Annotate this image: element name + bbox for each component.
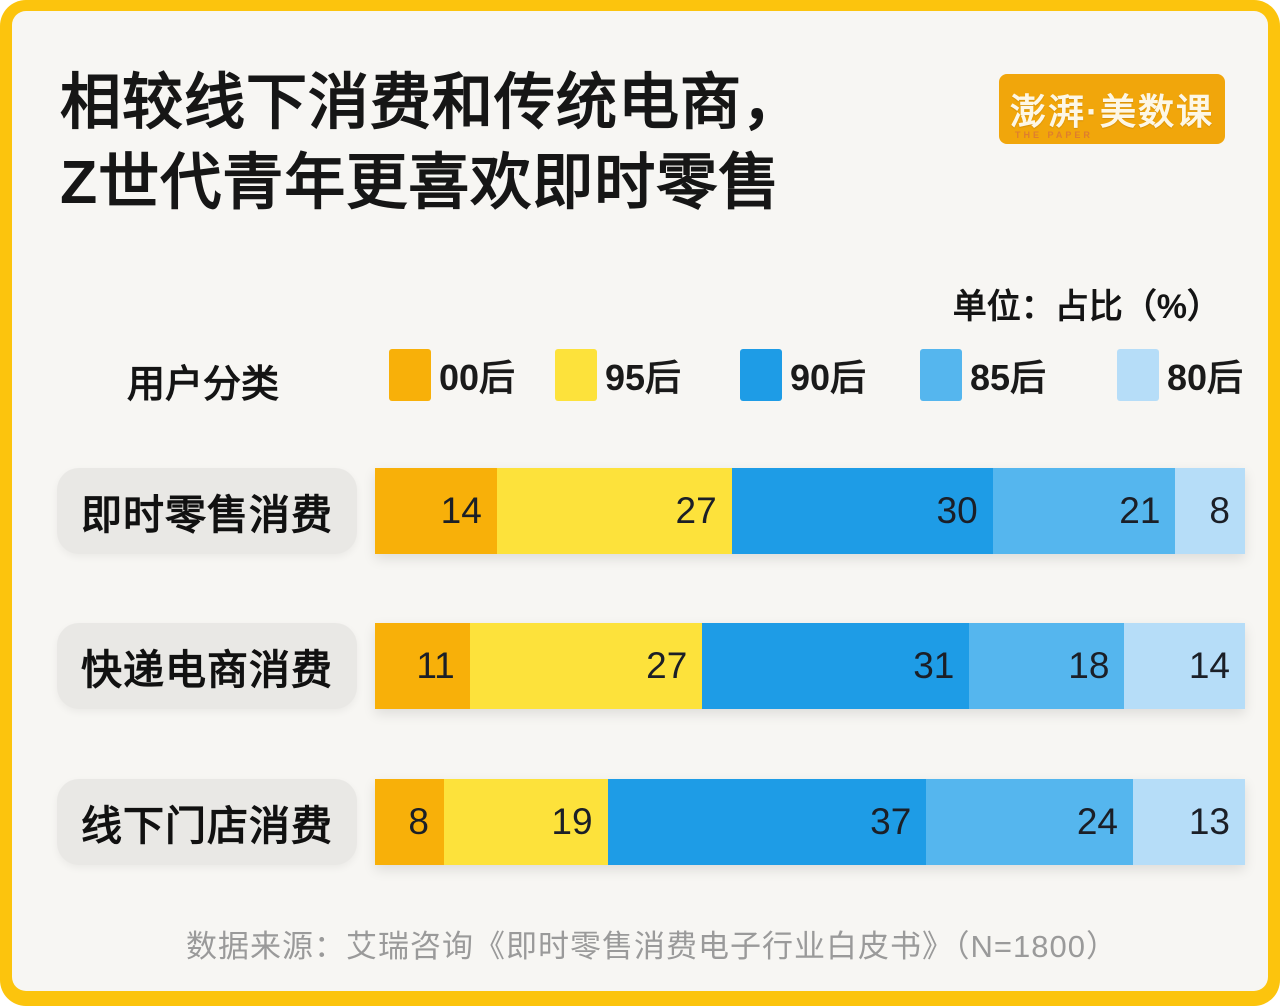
bar-segment-85后: 21 — [992, 468, 1176, 554]
bar-segment-95后: 27 — [496, 468, 732, 554]
bar-segment-95后: 19 — [443, 779, 608, 865]
bar-segment-80后: 13 — [1133, 779, 1245, 865]
chart-card: 相较线下消费和传统电商， Z世代青年更喜欢即时零售 澎湃·美数课 THE PAPE… — [12, 11, 1268, 991]
user-category-label: 用户分类 — [127, 364, 280, 406]
bar-segment-00后: 14 — [375, 468, 497, 554]
chart-row: 快递电商消费 11 27 31 18 14 — [12, 623, 1280, 709]
segment-value: 8 — [408, 801, 429, 842]
segment-value: 27 — [675, 490, 717, 531]
legend-label: 00后 — [439, 357, 516, 398]
bar-segment-00后: 8 — [375, 779, 444, 865]
data-source: 数据来源：艾瑞咨询《即时零售消费电子行业白皮书》（N=1800） — [186, 929, 1118, 964]
brand-logo-text: 澎湃·美数课 — [1010, 91, 1214, 132]
legend-swatch — [555, 349, 597, 401]
row-label: 快递电商消费 — [57, 623, 357, 709]
bar-segment-95后: 27 — [469, 623, 703, 709]
bar-segment-90后: 37 — [607, 779, 927, 865]
segment-value: 14 — [440, 490, 482, 531]
bar-segment-90后: 31 — [702, 623, 970, 709]
legend-label: 95后 — [605, 357, 682, 398]
legend-item-85后: 85后 — [920, 347, 1046, 403]
segment-value: 31 — [913, 645, 955, 686]
row-label: 即时零售消费 — [57, 468, 357, 554]
segment-value: 24 — [1076, 801, 1119, 842]
legend-swatch — [389, 349, 431, 401]
brand-logo: 澎湃·美数课 THE PAPER — [999, 74, 1225, 144]
segment-value: 11 — [416, 645, 455, 686]
stacked-bar: 11 27 31 18 14 — [375, 623, 1245, 709]
bar-segment-85后: 18 — [969, 623, 1125, 709]
legend-item-95后: 95后 — [555, 347, 681, 403]
chart-row: 即时零售消费 14 27 30 21 8 — [12, 468, 1280, 554]
unit-label: 单位：占比（%） — [952, 288, 1221, 326]
bar-segment-90后: 30 — [731, 468, 993, 554]
legend-item-80后: 80后 — [1117, 347, 1243, 403]
legend-label: 90后 — [790, 357, 867, 398]
row-label-text: 即时零售消费 — [81, 492, 333, 538]
bar-segment-80后: 8 — [1175, 468, 1245, 554]
legend-label: 85后 — [970, 357, 1047, 398]
segment-value: 13 — [1188, 801, 1230, 842]
legend-swatch — [740, 349, 782, 401]
row-label-text: 快递电商消费 — [81, 647, 333, 693]
legend-item-90后: 90后 — [740, 347, 866, 403]
chart-row: 线下门店消费 8 19 37 24 13 — [12, 779, 1280, 865]
segment-value: 37 — [870, 801, 912, 842]
segment-value: 19 — [551, 801, 593, 842]
legend-item-00后: 00后 — [389, 347, 515, 403]
segment-value: 18 — [1068, 645, 1110, 686]
bar-segment-00后: 11 — [375, 623, 470, 709]
legend-swatch — [920, 349, 962, 401]
stacked-bar: 14 27 30 21 8 — [375, 468, 1245, 554]
chart-title: 相较线下消费和传统电商， Z世代青年更喜欢即时零售 — [60, 63, 804, 223]
segment-value: 21 — [1119, 490, 1161, 531]
row-label-text: 线下门店消费 — [81, 803, 333, 849]
brand-logo-subtext: THE PAPER — [1015, 130, 1093, 140]
legend-swatch — [1117, 349, 1159, 401]
row-label: 线下门店消费 — [57, 779, 357, 865]
chart-title-line2: Z世代青年更喜欢即时零售 — [60, 147, 781, 216]
legend-label: 80后 — [1167, 357, 1244, 398]
segment-value: 27 — [646, 645, 688, 686]
bar-segment-85后: 24 — [926, 779, 1134, 865]
stacked-bar: 8 19 37 24 13 — [375, 779, 1245, 865]
chart-title-line1: 相较线下消费和传统电商， — [60, 68, 805, 136]
segment-value: 14 — [1188, 645, 1230, 686]
segment-value: 30 — [936, 490, 978, 531]
bar-segment-80后: 14 — [1124, 623, 1245, 709]
segment-value: 8 — [1209, 490, 1230, 531]
